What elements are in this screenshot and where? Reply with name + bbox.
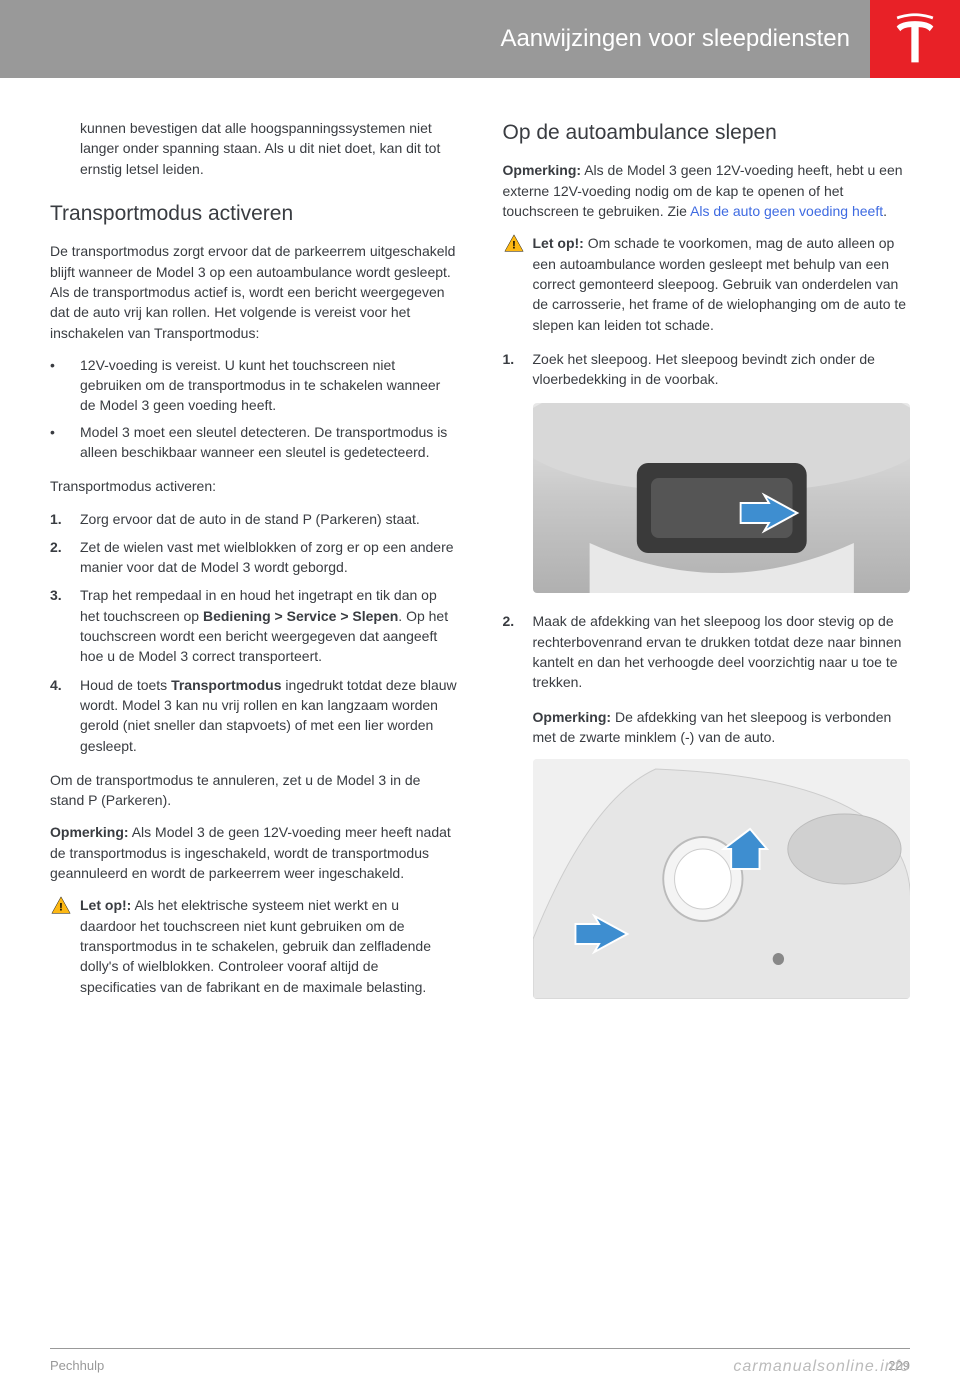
svg-text:!: ! [59, 902, 63, 914]
step-text-bold: Bediening > Service > Slepen [203, 608, 398, 624]
left-column: kunnen bevestigen dat alle hoogspannings… [50, 118, 458, 1013]
warning-body: Om schade te voorkomen, mag de auto alle… [533, 235, 907, 332]
list-item: 1. Zoek het sleepoog. Het sleepoog bevin… [503, 349, 911, 390]
list-item: 2. Zet de wielen vast met wielblokken of… [50, 537, 458, 578]
warning-icon: ! [503, 233, 533, 334]
bullet-icon: • [50, 355, 80, 416]
list-item: 1. Zorg ervoor dat de auto in de stand P… [50, 509, 458, 529]
warning-text: Let op!: Om schade te voorkomen, mag de … [533, 233, 911, 334]
list-item: 2. Maak de afdekking van het sleepoog lo… [503, 611, 911, 692]
page-header: Aanwijzingen voor sleepdiensten [0, 0, 960, 78]
figure-tow-eye-location [533, 403, 911, 593]
step-number: 1. [50, 509, 80, 529]
bullet-icon: • [50, 422, 80, 463]
step-number: 2. [50, 537, 80, 578]
list-item: • Model 3 moet een sleutel detecteren. D… [50, 422, 458, 463]
content-area: kunnen bevestigen dat alle hoogspannings… [0, 78, 960, 1013]
figure-tow-eye-cover [533, 759, 911, 999]
warning-label: Let op!: [533, 235, 584, 251]
step-text: Trap het rempedaal in en houd het ingetr… [80, 585, 458, 666]
header-title: Aanwijzingen voor sleepdiensten [500, 22, 850, 57]
note-paragraph-2: Opmerking: De afdekking van het sleepoog… [533, 707, 911, 748]
continued-paragraph: kunnen bevestigen dat alle hoogspannings… [50, 118, 458, 179]
step-text: Zorg ervoor dat de auto in de stand P (P… [80, 509, 420, 529]
step-text: Zoek het sleepoog. Het sleepoog bevindt … [533, 349, 911, 390]
warning-label: Let op!: [80, 897, 131, 913]
step-text-a: Houd de toets [80, 677, 171, 693]
bullet-text: 12V-voeding is vereist. U kunt het touch… [80, 355, 458, 416]
note-label: Opmerking: [533, 709, 612, 725]
list-item: • 12V-voeding is vereist. U kunt het tou… [50, 355, 458, 416]
section-heading-transportmodus: Transportmodus activeren [50, 199, 458, 229]
tesla-logo-icon [890, 12, 940, 67]
steps-list: 1. Zorg ervoor dat de auto in de stand P… [50, 509, 458, 756]
bullet-text: Model 3 moet een sleutel detecteren. De … [80, 422, 458, 463]
requirements-list: • 12V-voeding is vereist. U kunt het tou… [50, 355, 458, 462]
svg-text:!: ! [512, 240, 516, 252]
warning-block: ! Let op!: Als het elektrische systeem n… [50, 895, 458, 996]
right-column: Op de autoambulance slepen Opmerking: Al… [503, 118, 911, 1013]
note-paragraph: Opmerking: Als de Model 3 geen 12V-voedi… [503, 160, 911, 221]
activate-label: Transportmodus activeren: [50, 476, 458, 496]
list-item: 3. Trap het rempedaal in en houd het ing… [50, 585, 458, 666]
step-number: 1. [503, 349, 533, 390]
note-text-b: . [883, 203, 887, 219]
tesla-logo-badge [870, 0, 960, 78]
section-heading-slepen: Op de autoambulance slepen [503, 118, 911, 148]
step-text: Zet de wielen vast met wielblokken of zo… [80, 537, 458, 578]
step-text: Houd de toets Transportmodus ingedrukt t… [80, 675, 458, 756]
warning-block: ! Let op!: Om schade te voorkomen, mag d… [503, 233, 911, 334]
footer-section-label: Pechhulp [50, 1357, 104, 1376]
steps-list-right: 1. Zoek het sleepoog. Het sleepoog bevin… [503, 349, 911, 390]
watermark: carmanualsonline.info [733, 1355, 910, 1378]
step-text-bold: Transportmodus [171, 677, 281, 693]
note-label: Opmerking: [50, 824, 129, 840]
list-item: 4. Houd de toets Transportmodus ingedruk… [50, 675, 458, 756]
step-number: 3. [50, 585, 80, 666]
cancel-paragraph: Om de transportmodus te annuleren, zet u… [50, 770, 458, 811]
step-text: Maak de afdekking van het sleepoog los d… [533, 611, 911, 692]
step-number: 2. [503, 611, 533, 692]
link-no-power[interactable]: Als de auto geen voeding heeft [690, 203, 883, 219]
warning-body: Als het elektrische systeem niet werkt e… [80, 897, 431, 994]
steps-list-right-2: 2. Maak de afdekking van het sleepoog lo… [503, 611, 911, 692]
warning-icon: ! [50, 895, 80, 996]
step-number: 4. [50, 675, 80, 756]
note-label: Opmerking: [503, 162, 582, 178]
note-paragraph: Opmerking: Als Model 3 de geen 12V-voedi… [50, 822, 458, 883]
intro-paragraph: De transportmodus zorgt ervoor dat de pa… [50, 241, 458, 342]
warning-text: Let op!: Als het elektrische systeem nie… [80, 895, 458, 996]
